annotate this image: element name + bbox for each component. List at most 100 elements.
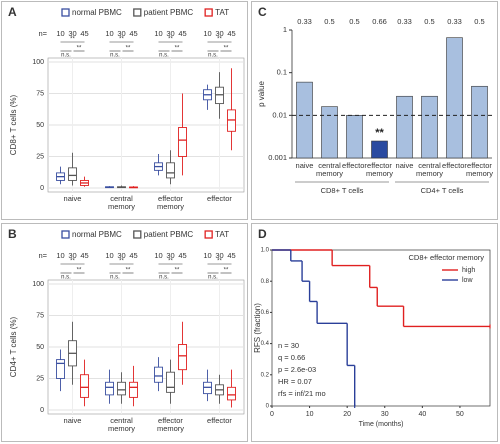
panel-letter: B [8, 227, 17, 241]
y-tick-label: 0.4 [261, 341, 270, 347]
q-value-label: 0.5 [349, 17, 359, 26]
sample-size: 45 [178, 29, 186, 38]
sample-size: 45 [129, 29, 137, 38]
sample-size: 45 [178, 251, 186, 260]
y-tick-label: 0 [40, 407, 44, 414]
bar [296, 81, 313, 159]
y-tick-label: 0.001 [268, 153, 287, 162]
sample-size: 30 [215, 29, 223, 38]
q-value-label: 0.5 [424, 17, 434, 26]
y-tick-label: 50 [36, 344, 44, 351]
sample-size: 10 [105, 29, 113, 38]
y-tick-label: 75 [36, 90, 44, 97]
y-tick-label: 0.1 [277, 68, 287, 77]
sample-size: 10 [154, 251, 162, 260]
stat-text: HR = 0.07 [278, 377, 312, 386]
significance: ** [70, 259, 75, 265]
legend-swatch [61, 8, 70, 17]
x-tick-label: 0 [270, 411, 274, 418]
bar [396, 95, 413, 159]
sample-size: 10 [154, 29, 162, 38]
significance: n.s. [61, 53, 71, 59]
legend-label: patient PBMC [144, 8, 194, 17]
y-axis-label: CD8+ T cells (%) [9, 94, 18, 155]
significance: ** [224, 46, 229, 52]
y-tick-label: 0.8 [261, 279, 270, 285]
sample-size: 10 [203, 251, 211, 260]
sample-size: 10 [56, 251, 64, 260]
sample-size: 10 [203, 29, 211, 38]
y-axis-label: p value [257, 81, 266, 107]
y-tick-label: 0 [266, 404, 270, 410]
bar [371, 140, 388, 159]
n-prefix: n= [38, 29, 47, 38]
legend-swatch [133, 230, 142, 239]
box [178, 344, 187, 371]
legend-swatch [204, 230, 213, 239]
y-tick-label: 50 [36, 122, 44, 129]
significance: ** [70, 37, 75, 43]
sample-size: 45 [227, 29, 235, 38]
sample-size: 30 [166, 251, 174, 260]
sample-size: 10 [56, 29, 64, 38]
x-tick-label: effector memory [156, 194, 185, 211]
box [117, 381, 126, 396]
x-tick-label: 50 [456, 411, 464, 418]
sample-size: 45 [129, 251, 137, 260]
bar [321, 106, 338, 159]
sample-size: 10 [105, 251, 113, 260]
panel-frame [251, 1, 498, 220]
bar [471, 85, 488, 159]
y-tick-label: 0.2 [261, 372, 270, 378]
box [227, 386, 236, 401]
significance: ** [217, 37, 222, 43]
significance: ** [168, 259, 173, 265]
significance: ** [126, 268, 131, 274]
q-value-label: 0.5 [324, 17, 334, 26]
x-tick-label: effector [207, 416, 232, 425]
q-value-label: 0.33 [447, 17, 462, 26]
legend-swatch [204, 8, 213, 17]
box [166, 371, 175, 393]
panel-frame [1, 1, 248, 220]
legend-label: patient PBMC [144, 230, 194, 239]
x-tick-label: 40 [418, 411, 426, 418]
panel-letter: A [8, 5, 17, 19]
y-tick-label: 0.01 [272, 110, 287, 119]
legend-label: normal PBMC [72, 8, 122, 17]
y-tick-label: 100 [32, 281, 44, 288]
x-tick-label: effector memory [156, 416, 185, 433]
q-value-label: 0.33 [397, 17, 412, 26]
significance: ** [168, 37, 173, 43]
y-tick-label: 1 [283, 25, 287, 34]
significance: n.s. [159, 53, 169, 59]
significance: n.s. [110, 53, 120, 59]
x-tick-label: effector memory [365, 161, 394, 178]
stat-text: q = 0.66 [278, 353, 305, 362]
legend-label: TAT [215, 230, 229, 239]
significance: ** [175, 46, 180, 52]
sample-size: 45 [227, 251, 235, 260]
significance: n.s. [61, 275, 71, 281]
y-tick-label: 25 [36, 375, 44, 382]
y-tick-label: 75 [36, 312, 44, 319]
sample-size: 45 [80, 29, 88, 38]
x-tick-label: effector memory [465, 161, 494, 178]
significance: ** [77, 268, 82, 274]
y-tick-label: 0 [40, 185, 44, 192]
x-axis-label: Time (months) [359, 421, 404, 428]
bar [421, 95, 438, 159]
bar [446, 37, 463, 159]
y-axis-label: RFS (fraction) [253, 303, 262, 353]
panel-letter: D [258, 227, 267, 241]
legend-label: TAT [215, 8, 229, 17]
bar [346, 115, 363, 159]
stat-text: rfs = inf/21 mo [278, 389, 326, 398]
x-tick-label: naive [63, 416, 82, 425]
q-value-label: 0.33 [297, 17, 312, 26]
significance: n.s. [208, 53, 218, 59]
sample-size: 30 [117, 29, 125, 38]
y-tick-label: 0.6 [261, 310, 270, 316]
y-tick-label: 100 [32, 59, 44, 66]
